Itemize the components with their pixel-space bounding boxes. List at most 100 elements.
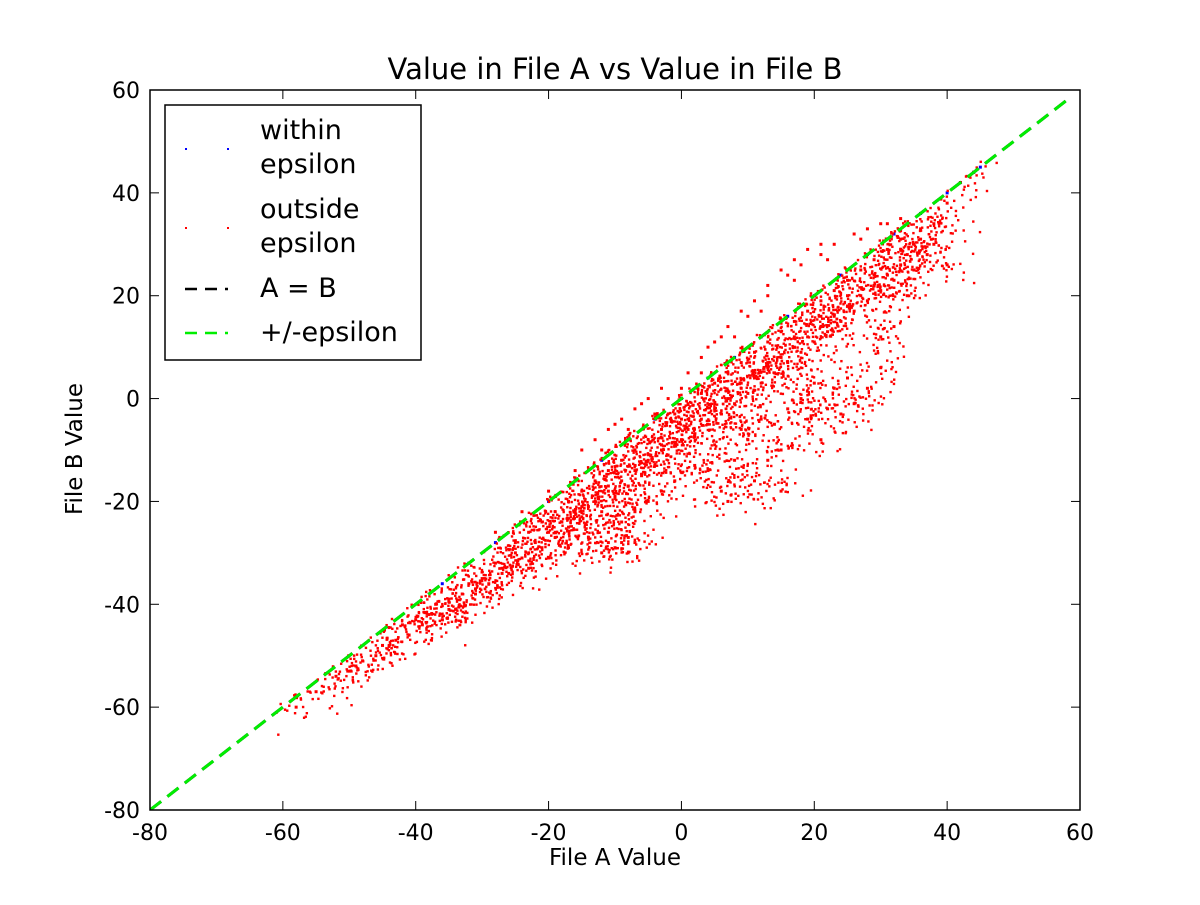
scatter-point: [869, 276, 873, 279]
scatter-point: [376, 647, 379, 650]
scatter-point: [662, 471, 665, 475]
scatter-point: [516, 561, 519, 564]
scatter-point: [458, 623, 461, 627]
scatter-point: [656, 412, 659, 415]
scatter-point: [608, 548, 611, 552]
scatter-point: [773, 355, 776, 359]
scatter-point: [620, 510, 624, 514]
scatter-point: [596, 492, 600, 496]
scatter-point: [649, 449, 652, 452]
scatter-point: [537, 545, 540, 548]
scatter-point: [632, 446, 635, 449]
scatter-point: [872, 332, 876, 336]
scatter-point: [896, 281, 900, 284]
scatter-point: [576, 537, 580, 541]
scatter-point: [954, 214, 958, 218]
scatter-point: [933, 226, 937, 230]
scatter-point: [689, 414, 692, 417]
scatter-point: [524, 523, 528, 526]
scatter-point: [654, 415, 657, 419]
scatter-point: [602, 499, 606, 502]
scatter-point: [598, 495, 601, 498]
scatter-point: [677, 422, 680, 426]
scatter-point: [766, 419, 769, 422]
scatter-point: [751, 395, 754, 398]
scatter-point: [726, 499, 730, 503]
scatter-point: [745, 390, 748, 393]
scatter-point: [514, 547, 517, 550]
scatter-point: [559, 529, 563, 532]
scatter-point: [759, 309, 763, 313]
scatter-point: [277, 733, 280, 736]
scatter-point: [485, 605, 489, 608]
scatter-point: [694, 432, 697, 435]
scatter-point: [718, 453, 721, 456]
scatter-point: [801, 494, 805, 497]
scatter-point: [603, 505, 607, 508]
scatter-point: [791, 344, 794, 348]
scatter-point: [705, 389, 709, 392]
scatter-point: [874, 248, 877, 251]
scatter-point: [870, 272, 874, 275]
scatter-point: [425, 628, 428, 631]
scatter-point: [509, 573, 513, 576]
scatter-point: [769, 325, 772, 329]
scatter-point: [794, 332, 798, 336]
scatter-point: [653, 412, 657, 416]
scatter-point: [533, 541, 537, 545]
scatter-point: [707, 419, 711, 422]
scatter-point: [443, 623, 447, 626]
scatter-point: [855, 294, 859, 298]
scatter-point: [422, 601, 426, 604]
scatter-point: [624, 516, 627, 519]
scatter-point: [887, 296, 890, 299]
scatter-point: [641, 466, 644, 470]
series-outside-epsilon: [275, 160, 998, 736]
scatter-point: [561, 490, 564, 494]
scatter-point: [706, 387, 709, 391]
scatter-point: [604, 451, 607, 455]
scatter-point: [797, 302, 800, 305]
scatter-point: [592, 482, 595, 486]
scatter-point: [827, 317, 830, 321]
scatter-point: [684, 447, 687, 450]
scatter-point: [797, 423, 800, 426]
scatter-point: [621, 499, 624, 503]
scatter-point: [514, 559, 517, 562]
scatter-point: [786, 476, 789, 480]
scatter-point: [642, 453, 645, 457]
scatter-point: [745, 443, 748, 446]
scatter-point: [433, 592, 436, 596]
scatter-point: [620, 541, 624, 545]
scatter-point: [696, 441, 700, 445]
scatter-point: [531, 562, 535, 565]
scatter-point: [337, 672, 341, 676]
scatter-point: [858, 286, 861, 289]
scatter-point: [685, 455, 688, 458]
scatter-point: [454, 587, 458, 590]
scatter-point: [853, 397, 856, 400]
scatter-point: [526, 540, 529, 543]
scatter-point: [640, 441, 643, 445]
scatter-point: [501, 552, 505, 555]
scatter-point: [381, 667, 384, 671]
scatter-point: [606, 450, 609, 454]
scatter-point: [882, 397, 886, 400]
scatter-point: [600, 505, 603, 508]
scatter-point: [845, 271, 848, 274]
scatter-point: [788, 416, 791, 419]
scatter-point: [806, 393, 809, 397]
scatter-point: [683, 474, 687, 477]
scatter-point: [761, 359, 764, 363]
scatter-point: [895, 234, 899, 238]
scatter-point: [621, 512, 624, 515]
scatter-point: [677, 403, 680, 406]
scatter-point: [811, 340, 814, 343]
scatter-point: [707, 411, 710, 415]
scatter-point: [595, 520, 598, 524]
scatter-point: [859, 294, 863, 298]
scatter-point: [922, 258, 925, 261]
scatter-point: [890, 367, 893, 371]
scatter-point: [716, 469, 720, 472]
scatter-point: [687, 417, 691, 420]
